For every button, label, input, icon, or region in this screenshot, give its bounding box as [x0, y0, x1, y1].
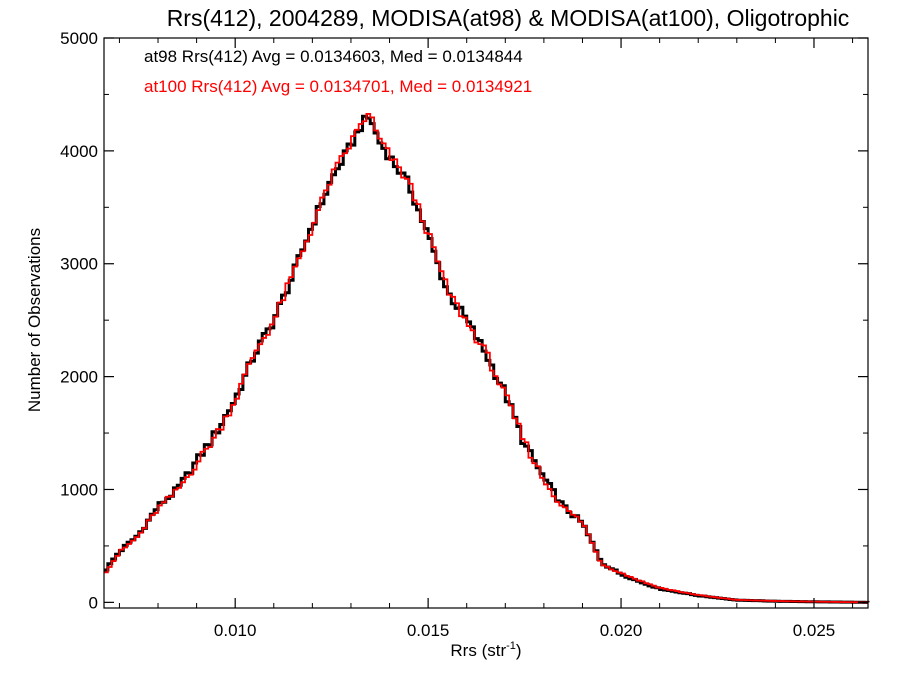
x-axis-label-close: ) [516, 641, 522, 660]
y-tick-label: 5000 [60, 29, 98, 48]
plot-frame [103, 37, 869, 609]
x-axis-label-main: Rrs (str [450, 641, 506, 660]
y-tick-label: 1000 [60, 480, 98, 499]
y-tick-label: 2000 [60, 368, 98, 387]
chart-title: Rrs(412), 2004289, MODISA(at98) & MODISA… [167, 5, 850, 31]
y-axis-label: Number of Observations [25, 228, 44, 412]
series-line-at100 [104, 113, 869, 604]
annotation-at98: at98 Rrs(412) Avg = 0.0134603, Med = 0.0… [144, 47, 523, 66]
series-line-at98 [104, 114, 870, 604]
series-layer [104, 113, 870, 604]
x-tick-label: 0.010 [214, 621, 257, 640]
y-tick-label: 3000 [60, 255, 98, 274]
x-axis-label-superscript: -1 [506, 640, 516, 652]
x-axis-label: Rrs (str-1) [450, 640, 521, 660]
x-tick-label: 0.020 [600, 621, 643, 640]
x-tick-label: 0.015 [407, 621, 450, 640]
x-tick-label: 0.025 [793, 621, 836, 640]
y-tick-label: 4000 [60, 142, 98, 161]
annotation-at100: at100 Rrs(412) Avg = 0.0134701, Med = 0.… [144, 77, 532, 96]
x-axis: 0.010 0.015 0.020 0.025 [118, 38, 854, 640]
y-axis: 0 1000 2000 3000 4000 5000 [60, 29, 868, 612]
y-tick-label: 0 [89, 593, 98, 612]
